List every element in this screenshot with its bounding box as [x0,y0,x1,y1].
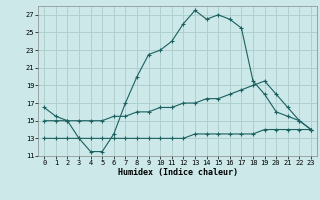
X-axis label: Humidex (Indice chaleur): Humidex (Indice chaleur) [118,168,238,177]
